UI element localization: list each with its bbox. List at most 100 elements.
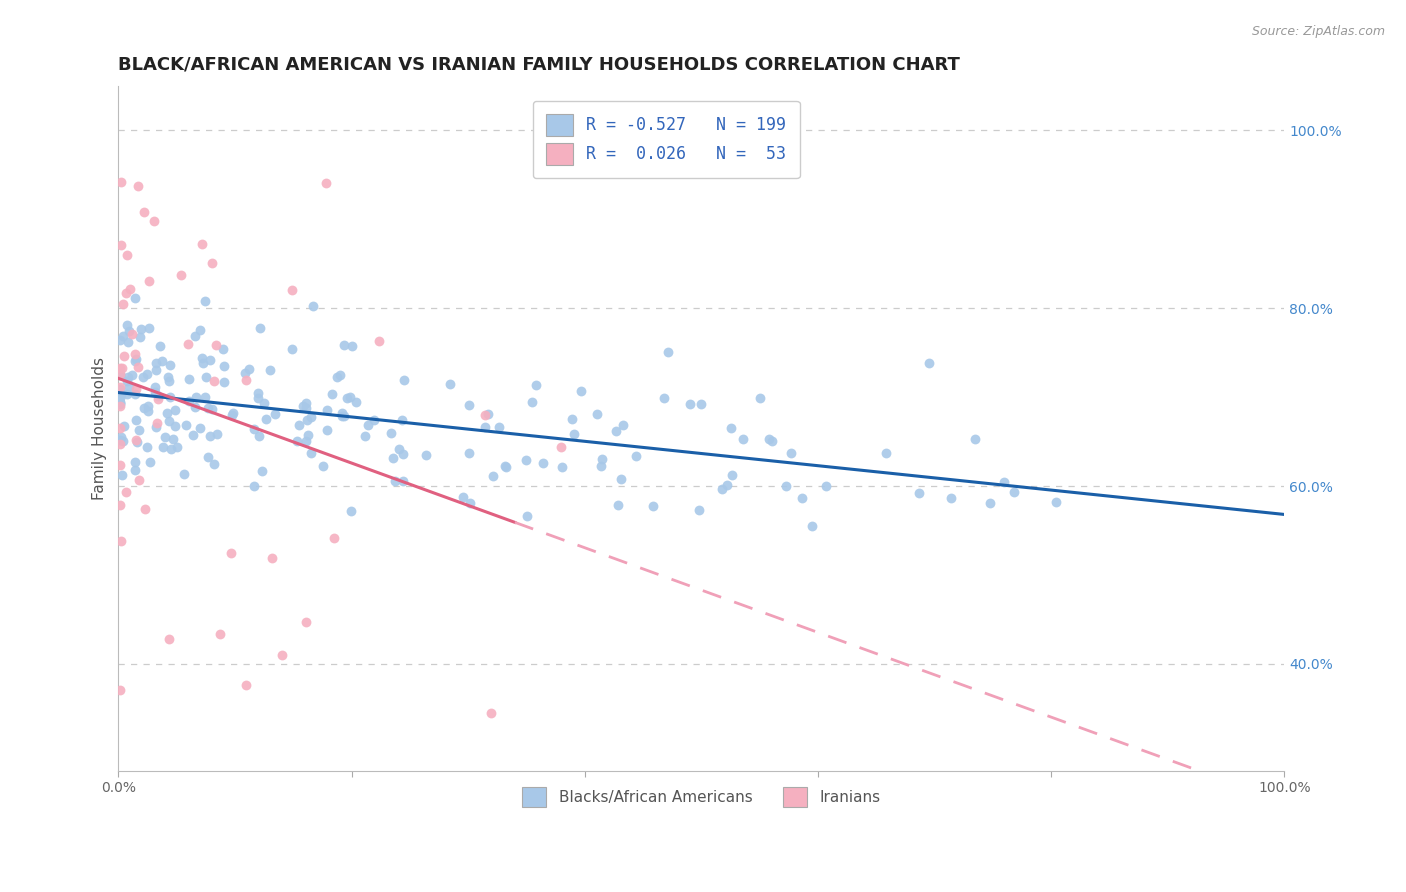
Point bbox=[127, 360, 149, 375]
Point bbox=[733, 433, 755, 447]
Point bbox=[247, 429, 270, 443]
Point bbox=[591, 452, 613, 467]
Point bbox=[184, 329, 207, 343]
Point bbox=[474, 419, 496, 434]
Point bbox=[124, 354, 146, 368]
Point bbox=[124, 455, 146, 469]
Point bbox=[165, 418, 187, 433]
Point bbox=[198, 352, 221, 367]
Point bbox=[198, 429, 221, 443]
Point bbox=[391, 413, 413, 427]
Point bbox=[202, 458, 225, 472]
Point bbox=[177, 336, 200, 351]
Text: BLACK/AFRICAN AMERICAN VS IRANIAN FAMILY HOUSEHOLDS CORRELATION CHART: BLACK/AFRICAN AMERICAN VS IRANIAN FAMILY… bbox=[118, 55, 960, 73]
Point bbox=[250, 464, 273, 478]
Point bbox=[340, 339, 363, 353]
Point bbox=[749, 391, 772, 405]
Point bbox=[188, 323, 211, 337]
Point bbox=[281, 283, 304, 297]
Point bbox=[108, 397, 131, 411]
Point bbox=[212, 359, 235, 373]
Point bbox=[174, 418, 197, 433]
Point bbox=[121, 326, 143, 341]
Point bbox=[524, 377, 547, 392]
Point bbox=[127, 178, 149, 193]
Point bbox=[242, 422, 264, 436]
Point bbox=[291, 400, 314, 414]
Point bbox=[571, 384, 593, 399]
Point bbox=[297, 413, 319, 427]
Point bbox=[550, 441, 572, 455]
Point bbox=[315, 176, 337, 190]
Point bbox=[183, 428, 205, 442]
Point bbox=[136, 367, 159, 381]
Point bbox=[494, 459, 516, 474]
Point bbox=[110, 386, 132, 401]
Point bbox=[110, 533, 132, 548]
Point bbox=[710, 482, 733, 496]
Point bbox=[657, 344, 679, 359]
Point bbox=[382, 451, 405, 466]
Point bbox=[415, 448, 437, 462]
Point bbox=[254, 411, 277, 425]
Point bbox=[112, 419, 135, 434]
Point bbox=[197, 450, 219, 465]
Point bbox=[688, 503, 710, 517]
Point bbox=[145, 363, 167, 377]
Point bbox=[118, 282, 141, 296]
Point bbox=[159, 390, 181, 404]
Point bbox=[458, 398, 481, 412]
Point bbox=[212, 342, 235, 356]
Point bbox=[281, 343, 304, 357]
Point bbox=[495, 459, 517, 474]
Point bbox=[194, 370, 217, 384]
Point bbox=[288, 418, 311, 433]
Point bbox=[138, 274, 160, 288]
Point bbox=[297, 427, 319, 442]
Point bbox=[271, 648, 294, 662]
Point bbox=[134, 502, 156, 516]
Point bbox=[152, 440, 174, 454]
Point bbox=[170, 268, 193, 282]
Point bbox=[173, 467, 195, 481]
Point bbox=[142, 213, 165, 227]
Point bbox=[157, 374, 180, 388]
Point bbox=[963, 432, 986, 446]
Point bbox=[328, 368, 350, 383]
Point bbox=[125, 433, 148, 447]
Point bbox=[115, 318, 138, 332]
Point bbox=[1045, 495, 1067, 509]
Point bbox=[380, 426, 402, 441]
Point bbox=[108, 333, 131, 347]
Point bbox=[111, 328, 134, 343]
Point bbox=[111, 467, 134, 482]
Point bbox=[551, 459, 574, 474]
Point bbox=[392, 374, 415, 388]
Point bbox=[316, 403, 339, 417]
Point bbox=[145, 420, 167, 434]
Point bbox=[139, 455, 162, 469]
Point bbox=[301, 299, 323, 313]
Point bbox=[132, 401, 155, 415]
Point bbox=[249, 321, 271, 335]
Point bbox=[562, 427, 585, 442]
Point bbox=[238, 362, 260, 376]
Point bbox=[207, 426, 229, 441]
Point bbox=[235, 678, 257, 692]
Point bbox=[191, 356, 214, 370]
Point bbox=[110, 238, 132, 252]
Point bbox=[115, 387, 138, 401]
Point bbox=[801, 519, 824, 533]
Point bbox=[561, 412, 583, 426]
Point bbox=[477, 407, 499, 421]
Point bbox=[128, 423, 150, 437]
Point bbox=[118, 325, 141, 339]
Point bbox=[108, 360, 131, 375]
Point bbox=[716, 478, 738, 492]
Point bbox=[605, 424, 627, 438]
Point bbox=[814, 479, 837, 493]
Point bbox=[118, 380, 141, 394]
Point bbox=[792, 491, 814, 506]
Point bbox=[263, 408, 285, 422]
Point bbox=[222, 406, 245, 420]
